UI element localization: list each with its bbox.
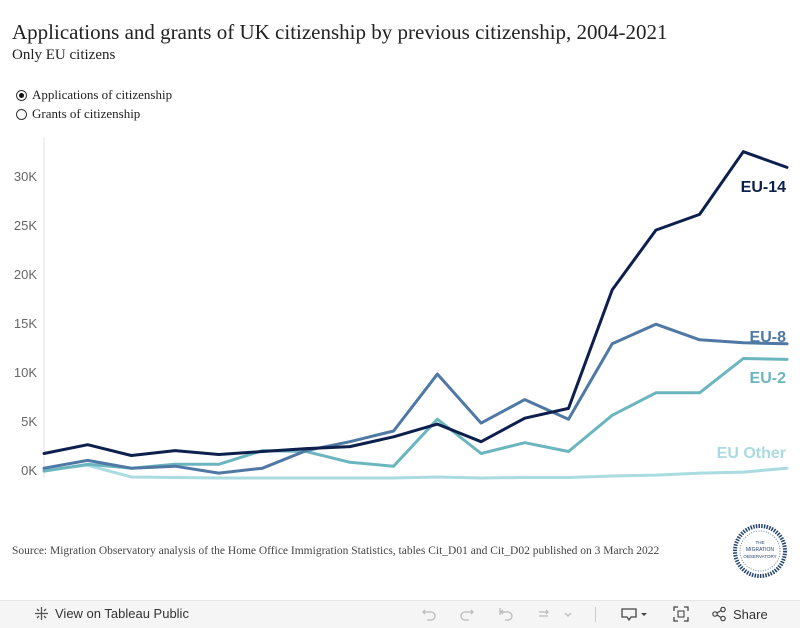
view-on-tableau-link[interactable]: View on Tableau Public bbox=[34, 606, 189, 621]
y-tick-label: 5K bbox=[21, 414, 37, 429]
undo-icon[interactable] bbox=[420, 605, 438, 623]
series-label: EU-14 bbox=[741, 179, 786, 196]
radio-applications[interactable]: Applications of citizenship bbox=[16, 87, 172, 103]
radio-grants-label: Grants of citizenship bbox=[32, 106, 141, 121]
series-label: EU-2 bbox=[750, 370, 787, 387]
y-tick-label: 20K bbox=[14, 267, 37, 282]
chevron-down-icon[interactable] bbox=[563, 605, 573, 623]
line-chart: 0K5K10K15K20K25K30K200520062007200820092… bbox=[14, 137, 789, 480]
source-note: Source: Migration Observatory analysis o… bbox=[12, 545, 660, 557]
chart-title: Applications and grants of UK citizenshi… bbox=[12, 20, 668, 44]
radio-grants[interactable]: Grants of citizenship bbox=[16, 106, 140, 122]
chart-subtitle: Only EU citizens bbox=[12, 47, 116, 63]
toolbar-divider bbox=[595, 607, 596, 622]
radio-unselected-icon bbox=[16, 108, 27, 120]
refresh-icon[interactable] bbox=[535, 605, 553, 623]
series-line-eu-other bbox=[42, 463, 789, 480]
redo-icon[interactable] bbox=[458, 605, 476, 623]
view-on-tableau-label: View on Tableau Public bbox=[55, 606, 189, 621]
svg-text:THE: THE bbox=[756, 540, 765, 545]
radio-selected-icon bbox=[16, 89, 27, 101]
fullscreen-icon[interactable] bbox=[672, 605, 690, 623]
series-label: EU Other bbox=[717, 445, 786, 462]
share-icon bbox=[712, 606, 726, 622]
y-tick-label: 10K bbox=[14, 365, 37, 380]
revert-icon[interactable] bbox=[497, 605, 515, 623]
series-line-eu-14 bbox=[42, 150, 789, 457]
download-icon[interactable] bbox=[620, 605, 650, 623]
radio-applications-label: Applications of citizenship bbox=[32, 87, 173, 102]
share-label: Share bbox=[733, 606, 768, 622]
y-tick-label: 15K bbox=[14, 316, 37, 331]
share-button[interactable]: Share bbox=[711, 606, 768, 622]
y-tick-label: 0K bbox=[21, 463, 37, 478]
tableau-icon bbox=[35, 607, 48, 620]
svg-text:MIGRATION: MIGRATION bbox=[746, 547, 774, 553]
tableau-toolbar: View on Tableau Public Share bbox=[0, 600, 800, 628]
series-line-eu-2 bbox=[42, 357, 789, 473]
y-tick-label: 30K bbox=[14, 169, 37, 184]
migration-observatory-logo: THE MIGRATION OBSERVATORY bbox=[733, 524, 787, 578]
svg-text:OBSERVATORY: OBSERVATORY bbox=[743, 554, 776, 559]
y-tick-label: 25K bbox=[14, 218, 37, 233]
series-label: EU-8 bbox=[750, 329, 787, 346]
series-line-eu-8 bbox=[42, 322, 789, 475]
